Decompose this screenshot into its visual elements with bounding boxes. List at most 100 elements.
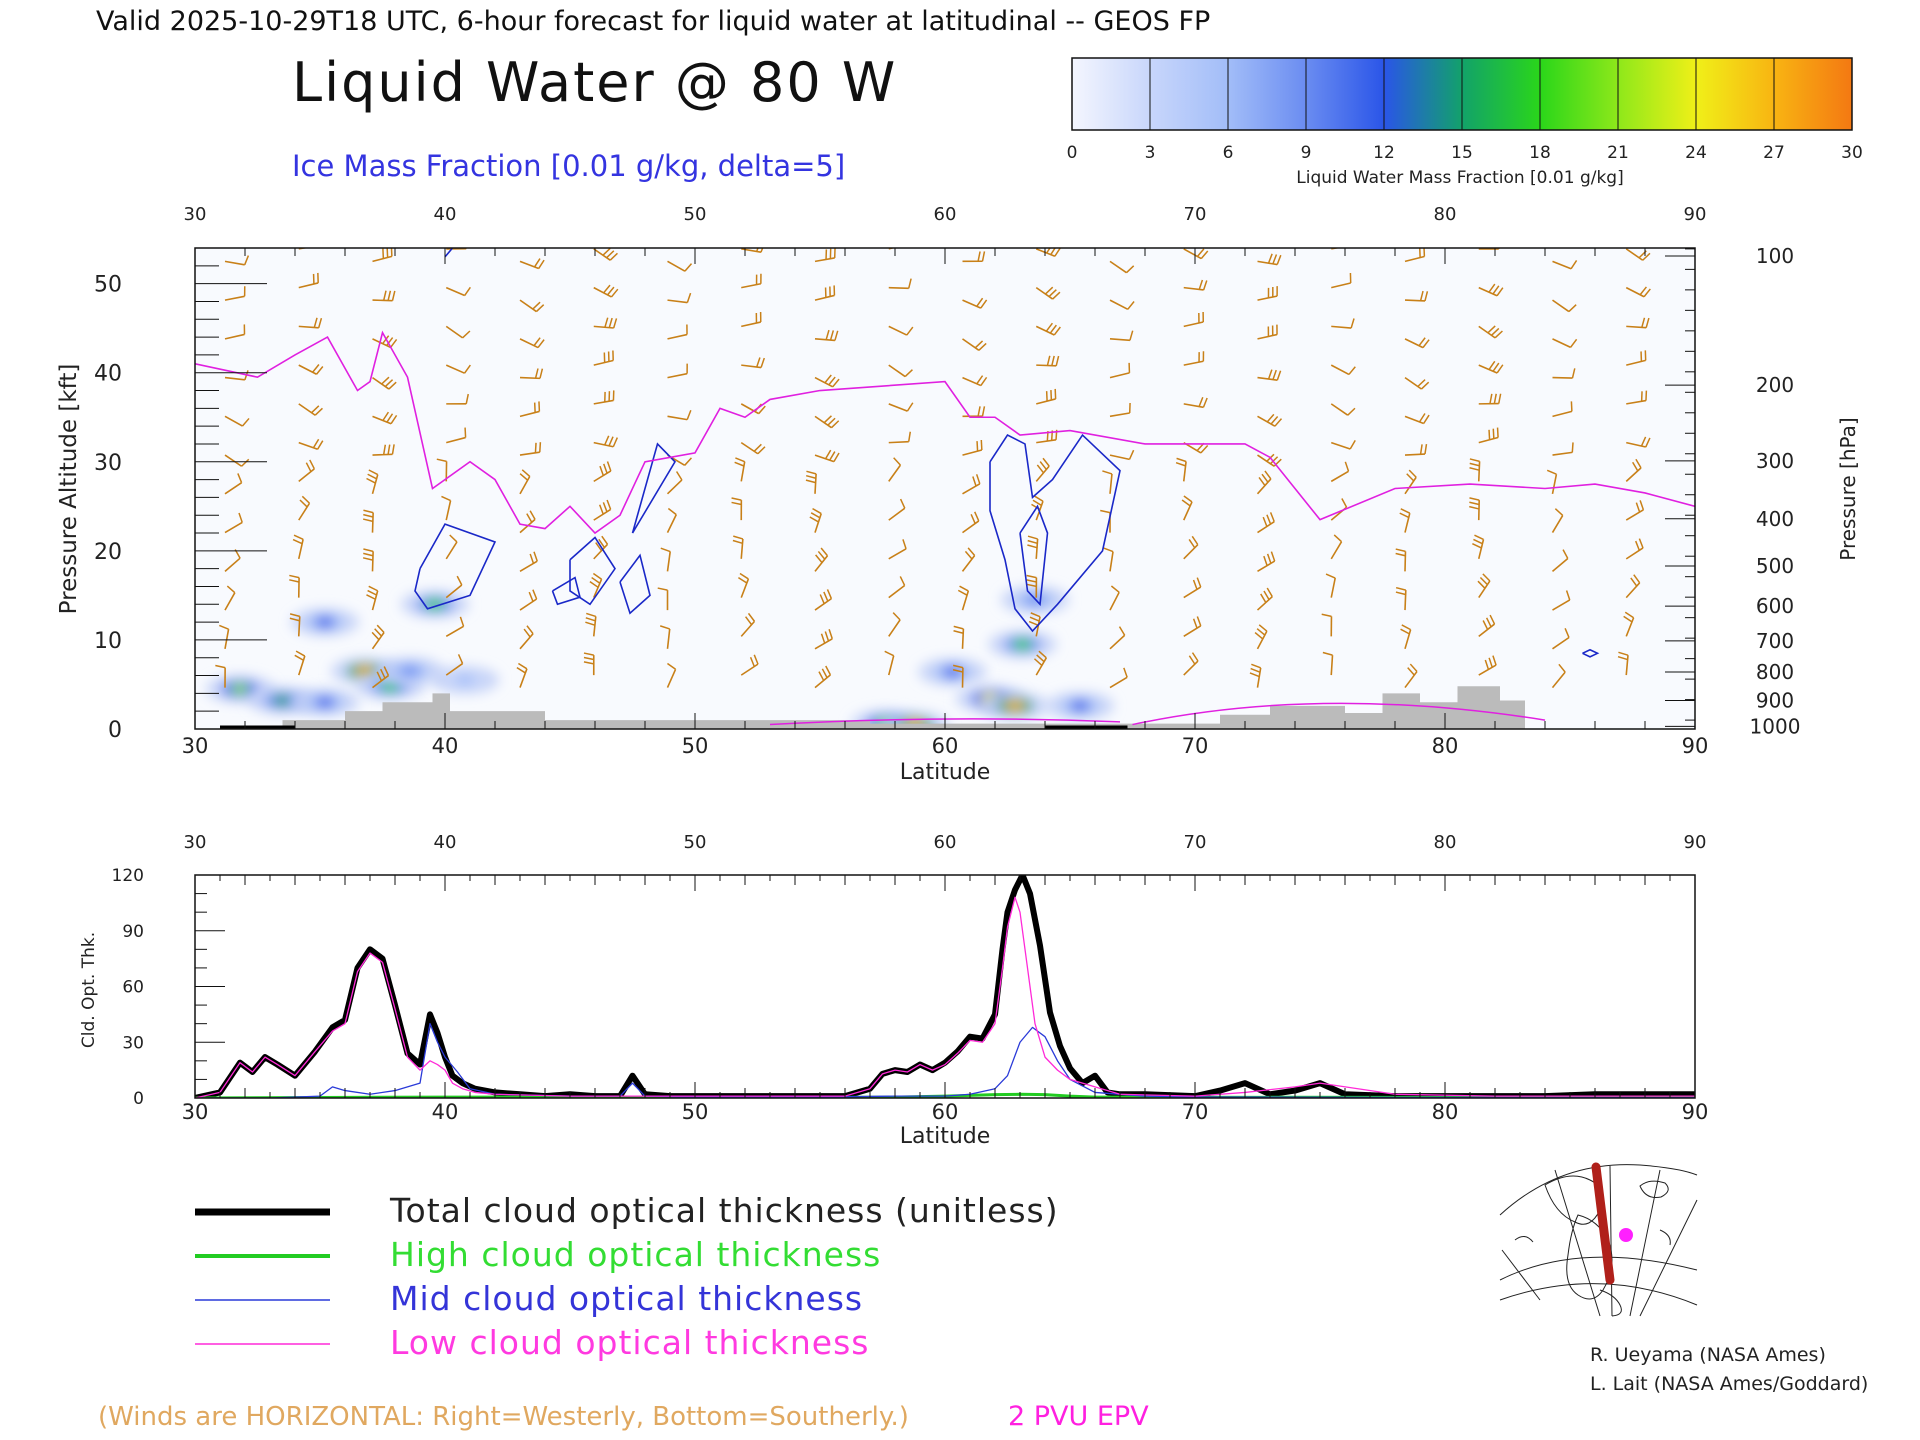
wind-barb-shaft [814, 294, 835, 301]
wind-barb-flag [967, 547, 976, 556]
wind-barb [1036, 355, 1060, 367]
wind-barb-shaft [888, 364, 906, 378]
top-xtick-label: 40 [432, 734, 459, 758]
wind-barb-flag [1406, 473, 1415, 482]
wind-barb [1256, 470, 1272, 495]
wind-barb-flag [978, 342, 987, 351]
wind-barb-shaft [445, 662, 464, 676]
wind-barb [1183, 351, 1205, 366]
wind-barb-flag [583, 661, 594, 665]
pressure-tick-label: 900 [1756, 688, 1794, 712]
wind-barb-shaft [224, 454, 243, 467]
wind-barb-flag [376, 624, 385, 634]
wind-barb [1036, 388, 1057, 405]
wind-barb-shaft [1625, 509, 1644, 521]
liquid-water-core [1013, 639, 1032, 650]
wind-barb-shaft [814, 555, 829, 572]
wind-barb [1478, 427, 1499, 444]
wind-barb-shaft [1109, 299, 1129, 311]
colorbar-segment [1072, 58, 1151, 130]
wind-barb [814, 629, 833, 650]
wind-barb-flag [606, 250, 615, 259]
wind-barb-shaft [1552, 636, 1570, 650]
wind-barb-flag [732, 539, 743, 545]
pressure-tick-label: 700 [1756, 629, 1794, 653]
wind-barb-flag [976, 375, 984, 385]
wind-barb-flag [1635, 458, 1642, 469]
wind-barb-flag [827, 417, 836, 426]
wind-barb-shaft [298, 441, 318, 451]
wind-barb-shaft [667, 260, 686, 272]
wind-barb-flag [1048, 289, 1057, 298]
wind-barb-flag [1262, 516, 1268, 527]
ice-contour [569, 536, 616, 606]
wind-barb [888, 248, 896, 250]
wind-barb-shaft [372, 299, 393, 302]
wind-barb-flag [241, 458, 250, 467]
wind-barb-shaft [371, 474, 379, 495]
liquid-water-core [316, 697, 334, 708]
wind-barb-flag [1192, 618, 1198, 629]
wind-barb-shaft [1625, 617, 1635, 637]
wind-barb-flag [603, 284, 611, 294]
wind-barb [1175, 457, 1187, 482]
colorbar-segment [1462, 58, 1541, 130]
wind-barb-flag [1251, 663, 1261, 669]
wind-barb-shaft [1625, 286, 1645, 298]
wind-barb-flag [907, 431, 912, 442]
wind-barb-shaft [224, 415, 243, 427]
wind-barb [1395, 548, 1407, 572]
wind-barb-flag [1469, 462, 1480, 467]
wind-barb-shaft [1109, 372, 1130, 379]
wind-barb [1183, 616, 1202, 638]
valid-time-line: Valid 2025-10-29T18 UTC, 6-hour forecast… [96, 6, 1210, 37]
wind-barb-shaft [593, 248, 611, 261]
wind-barb-shaft [1331, 282, 1351, 289]
wind-barb-flag [1474, 534, 1484, 541]
wind-barb-flag [902, 539, 907, 550]
wind-barb-flag [1181, 499, 1191, 507]
wind-barb-flag [1198, 279, 1204, 290]
wind-barb-flag [1617, 655, 1628, 661]
wind-barb-flag [387, 444, 391, 455]
wind-barb-flag [1399, 512, 1410, 519]
wind-barb-shaft [814, 454, 835, 463]
wind-barb-flag [371, 631, 380, 641]
wind-barb [1330, 364, 1356, 376]
wind-barb [1183, 535, 1199, 560]
wind-barb-flag [313, 317, 318, 328]
wind-barb-flag [824, 631, 830, 642]
wind-barb-flag [1052, 291, 1061, 300]
wind-barb-flag [315, 366, 324, 375]
wind-barb-shaft [446, 436, 466, 444]
wind-barb [731, 497, 743, 521]
wind-barb [814, 589, 833, 611]
wind-barb [366, 585, 379, 611]
wind-barb-shaft [1035, 286, 1054, 300]
wind-barb-shaft [1183, 586, 1202, 599]
wind-barb-flag [612, 318, 618, 329]
wind-barb [298, 364, 324, 375]
wind-barb [593, 535, 609, 560]
wind-barb [1257, 551, 1276, 573]
wind-barb-shaft [1109, 676, 1128, 689]
wind-barb-flag [758, 405, 766, 415]
wind-barb [962, 406, 986, 418]
wind-barb-flag [516, 667, 526, 674]
wind-barb-shaft [1035, 325, 1055, 336]
wind-barb-shaft [740, 663, 759, 676]
wind-barb [962, 338, 987, 351]
wind-barb [1330, 439, 1356, 450]
wind-barb-flag [884, 650, 895, 657]
wind-barb-shaft [1183, 321, 1204, 328]
wind-barb [814, 329, 839, 342]
wind-barb [372, 376, 397, 390]
top-xtick-label: 90 [1682, 734, 1709, 758]
wind-barb [1033, 650, 1048, 676]
wind-barb-flag [806, 470, 817, 475]
wind-barb-flag [806, 474, 817, 479]
top-xtick-label: 50 [682, 734, 709, 758]
wind-barb-flag [382, 444, 387, 455]
wind-barb [1472, 534, 1485, 560]
bottom-xtick-label: 60 [932, 1100, 959, 1124]
